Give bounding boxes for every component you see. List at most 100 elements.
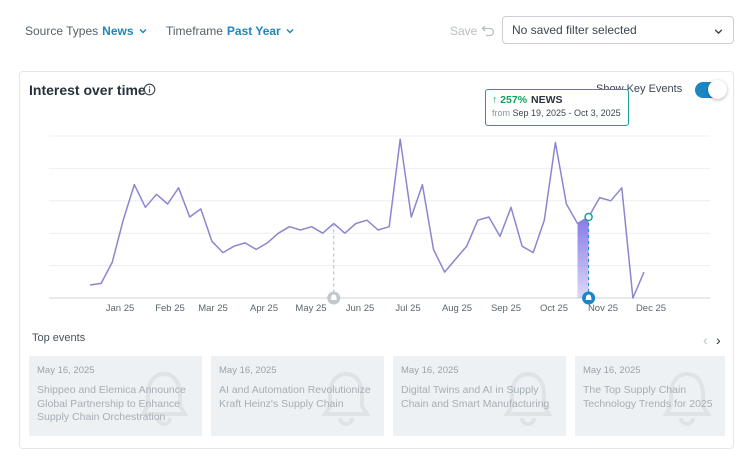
x-tick-label: Aug 25 <box>442 303 472 314</box>
data-point <box>610 200 612 202</box>
card-title: Interest over time <box>29 82 146 98</box>
source-types-filter[interactable]: Source Types News <box>25 24 148 38</box>
data-point <box>632 297 634 299</box>
data-point <box>621 187 623 189</box>
toggle-knob <box>708 80 727 99</box>
save-button[interactable]: Save <box>450 24 478 38</box>
data-point <box>311 226 313 228</box>
timeframe-label: Timeframe <box>166 24 223 38</box>
data-point <box>421 184 423 186</box>
chevron-down-icon <box>714 29 723 35</box>
bell-icon <box>322 371 370 426</box>
data-point <box>532 252 534 254</box>
data-point <box>133 184 135 186</box>
bell-icon <box>663 371 711 426</box>
data-point <box>167 203 169 205</box>
data-point <box>444 271 446 273</box>
event-card[interactable]: May 16, 2025 Shippeo and Elemica Announc… <box>29 356 202 436</box>
data-point <box>277 232 279 234</box>
data-point <box>399 138 401 140</box>
event-date: May 16, 2025 <box>37 365 95 376</box>
data-point <box>111 261 113 263</box>
source-types-value: News <box>102 24 134 38</box>
data-point <box>410 216 412 218</box>
event-card[interactable]: May 16, 2025 The Top Supply Chain Techno… <box>575 356 725 436</box>
event-date: May 16, 2025 <box>583 365 641 376</box>
data-point <box>144 206 146 208</box>
timeframe-value: Past Year <box>226 24 281 38</box>
data-point <box>122 219 124 221</box>
x-tick-label: May 25 <box>295 303 326 314</box>
tooltip-percent: 257% <box>500 94 528 106</box>
data-point <box>577 222 579 224</box>
data-point <box>255 248 257 250</box>
x-tick-label: Feb 25 <box>155 303 185 314</box>
data-point <box>211 240 213 242</box>
data-point <box>233 245 235 247</box>
bell-icon <box>140 371 188 426</box>
series-line <box>89 138 645 299</box>
data-point <box>565 203 567 205</box>
x-tick-label: Sep 25 <box>491 303 521 314</box>
bell-icon <box>330 294 337 300</box>
tooltip-range: Sep 19, 2025 - Oct 3, 2025 <box>512 108 621 118</box>
data-point <box>477 219 479 221</box>
data-point <box>499 235 501 237</box>
data-point <box>466 245 468 247</box>
x-tick-label: Jul 25 <box>395 303 420 314</box>
data-point <box>510 206 512 208</box>
interest-over-time-card: Interest over time Show Key Events Jan 2… <box>19 71 734 449</box>
data-point <box>178 187 180 189</box>
peak-marker <box>584 212 593 222</box>
data-point <box>432 248 434 250</box>
x-tick-label: Apr 25 <box>250 303 278 314</box>
tooltip-from-label: from <box>492 108 510 118</box>
timeframe-filter[interactable]: Timeframe Past Year <box>166 24 295 38</box>
data-point <box>200 208 202 210</box>
event-card[interactable]: May 16, 2025 Digital Twins and AI in Sup… <box>393 356 566 436</box>
data-point <box>377 229 379 231</box>
filter-bar: Source Types News Timeframe Past Year Sa… <box>0 0 754 62</box>
x-tick-label: Dec 25 <box>636 303 666 314</box>
data-point <box>89 284 91 286</box>
data-point <box>300 229 302 231</box>
data-point <box>521 245 523 247</box>
data-point <box>244 242 246 244</box>
event-title: AI and Automation Revolutionize Kraft He… <box>219 384 371 410</box>
undo-icon[interactable] <box>481 23 495 37</box>
chevron-down-icon <box>286 28 294 34</box>
saved-filter-value: No saved filter selected <box>512 23 637 37</box>
tooltip-type: NEWS <box>531 94 563 106</box>
show-key-events-toggle[interactable] <box>695 80 727 99</box>
data-point <box>455 258 457 260</box>
x-tick-label: Mar 25 <box>198 303 228 314</box>
bell-icon <box>504 371 552 426</box>
data-point <box>643 271 645 273</box>
x-tick-label: Nov 25 <box>588 303 618 314</box>
data-point <box>266 242 268 244</box>
data-point <box>355 222 357 224</box>
event-date: May 16, 2025 <box>219 365 277 376</box>
data-point <box>222 252 224 254</box>
event-card[interactable]: May 16, 2025 AI and Automation Revolutio… <box>211 356 384 436</box>
chart-tooltip: ↑ 257% NEWS from Sep 19, 2025 - Oct 3, 2… <box>485 89 629 126</box>
chevron-right-icon[interactable]: › <box>716 332 721 348</box>
x-tick-label: Jun 25 <box>346 303 375 314</box>
data-point <box>322 232 324 234</box>
highlight-area <box>577 217 589 298</box>
saved-filter-select[interactable]: No saved filter selected <box>502 16 734 44</box>
data-point <box>100 282 102 284</box>
data-point <box>366 219 368 221</box>
data-point <box>543 219 545 221</box>
interest-chart: Jan 25 Feb 25 Mar 25 Apr 25 May 25 Jun 25 Jul … <box>49 135 710 314</box>
data-point <box>554 141 556 143</box>
up-arrow-icon: ↑ <box>492 94 498 106</box>
info-icon[interactable] <box>143 83 156 96</box>
source-types-label: Source Types <box>25 24 99 38</box>
data-point <box>189 216 191 218</box>
top-events-title: Top events <box>32 332 86 344</box>
event-title: Shippeo and Elemica Announce Global Part… <box>37 384 186 423</box>
data-point <box>488 216 490 218</box>
x-tick-label: Oct 25 <box>540 303 568 314</box>
chevron-left-icon[interactable]: ‹ <box>703 332 708 348</box>
